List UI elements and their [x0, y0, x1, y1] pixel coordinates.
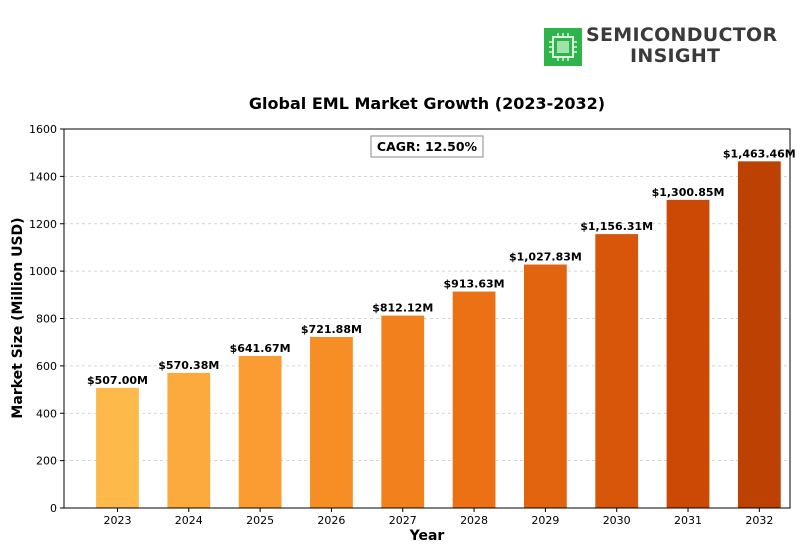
x-axis-ticks: 2023 2024 2025 2026 2027 2028 2029 2030 2031 2032	[103, 508, 773, 527]
x-tick-label: 2025	[246, 514, 274, 527]
y-tick-label: 1000	[29, 265, 57, 278]
logo-text-line2: INSIGHT	[630, 45, 721, 67]
bar-value-label: $507.00M	[87, 374, 148, 387]
y-tick-label: 1200	[29, 218, 57, 231]
bar-2023	[96, 387, 139, 508]
x-tick-label: 2028	[460, 514, 488, 527]
logo-text-line1: SEMICONDUCTOR	[586, 24, 778, 46]
y-tick-label: 1600	[29, 123, 57, 136]
x-tick-label: 2023	[103, 514, 131, 527]
x-axis-label: Year	[409, 528, 445, 544]
bar-value-label: $1,027.83M	[509, 251, 582, 264]
y-tick-label: 200	[36, 455, 57, 468]
y-axis-ticks: 0 200 400 600 800 1000 1200 1400 1600	[29, 123, 64, 515]
bar-2029	[523, 264, 567, 508]
bar-value-label: $721.88M	[301, 323, 362, 336]
x-tick-label: 2024	[175, 514, 203, 527]
bar-value-label: $1,463.46M	[723, 147, 796, 160]
x-tick-label: 2032	[745, 514, 773, 527]
cagr-annotation-text: CAGR: 12.50%	[377, 139, 478, 154]
bar-value-label: $570.38M	[158, 359, 219, 372]
x-tick-label: 2031	[674, 514, 702, 527]
x-tick-label: 2030	[603, 514, 631, 527]
bar-2028	[452, 291, 496, 508]
y-tick-label: 0	[50, 502, 57, 515]
bar-2024	[167, 372, 211, 508]
y-tick-label: 600	[36, 360, 57, 373]
bar-value-label: $913.63M	[444, 278, 505, 291]
bar-2026	[310, 337, 353, 508]
x-tick-label: 2026	[317, 514, 345, 527]
bar-value-label: $812.12M	[372, 302, 433, 315]
bar-2030	[595, 234, 639, 509]
bars	[96, 161, 781, 509]
bar-2027	[381, 315, 425, 508]
bar-2032	[737, 161, 781, 509]
bar-value-label: $1,300.85M	[652, 186, 725, 199]
cagr-annotation: CAGR: 12.50%	[370, 135, 484, 158]
bar-value-label: $1,156.31M	[580, 220, 653, 233]
bar-labels: $507.00M $570.38M $641.67M $721.88M $812.12M…	[87, 147, 796, 387]
brand-logo: SEMICONDUCTOR INSIGHT	[544, 24, 778, 68]
y-axis-label: Market Size (Million USD)	[10, 217, 26, 418]
chart-title: Global EML Market Growth (2023-2032)	[249, 94, 605, 113]
y-tick-label: 800	[36, 313, 57, 326]
x-tick-label: 2027	[389, 514, 417, 527]
bar-value-label: $641.67M	[230, 342, 291, 355]
bar-2025	[238, 356, 282, 508]
y-tick-label: 400	[36, 407, 57, 420]
chip-icon	[544, 28, 582, 66]
x-tick-label: 2029	[531, 514, 559, 527]
bar-2031	[666, 199, 710, 509]
y-tick-label: 1400	[29, 170, 57, 183]
